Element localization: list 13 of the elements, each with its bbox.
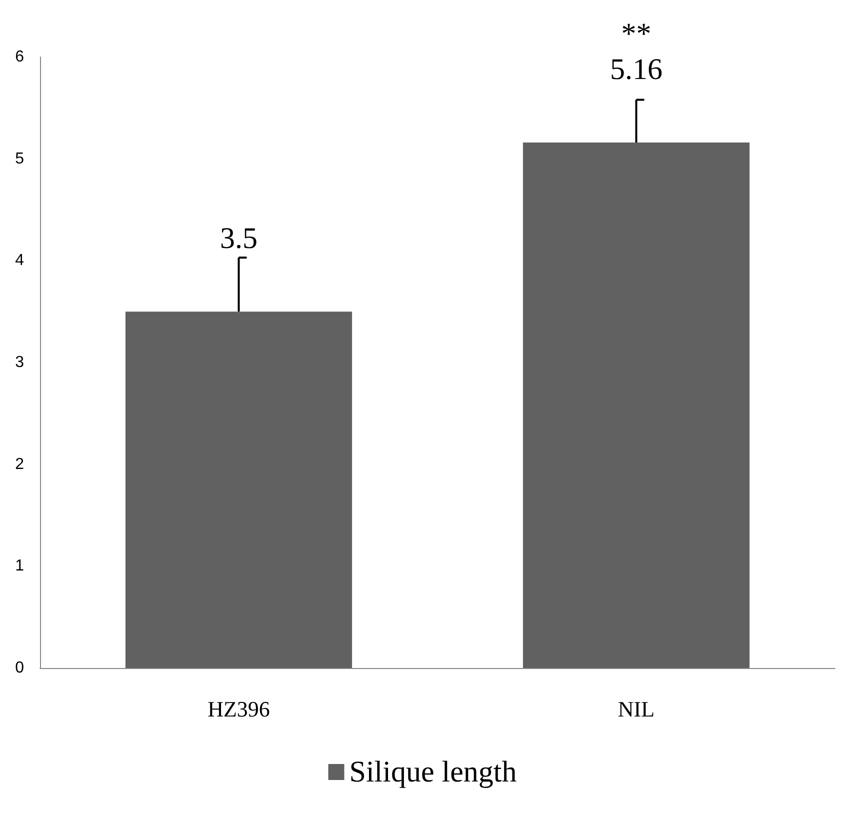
data-label: 3.5	[220, 222, 258, 256]
y-tick-label: 5	[15, 150, 24, 168]
y-tick-label: 2	[15, 456, 24, 473]
y-tick-label: 3	[15, 354, 24, 371]
y-tick-label: 4	[15, 252, 24, 270]
x-tick-label: NIL	[618, 696, 655, 722]
x-tick-label: HZ396	[208, 696, 270, 722]
y-tick-label: 0	[15, 660, 24, 676]
data-label: 5.16	[610, 53, 662, 86]
y-tick-label: 1	[15, 558, 24, 575]
y-tick-label: 6	[15, 48, 24, 66]
legend-label: Silique length	[349, 756, 517, 788]
annotation: **	[621, 17, 652, 50]
